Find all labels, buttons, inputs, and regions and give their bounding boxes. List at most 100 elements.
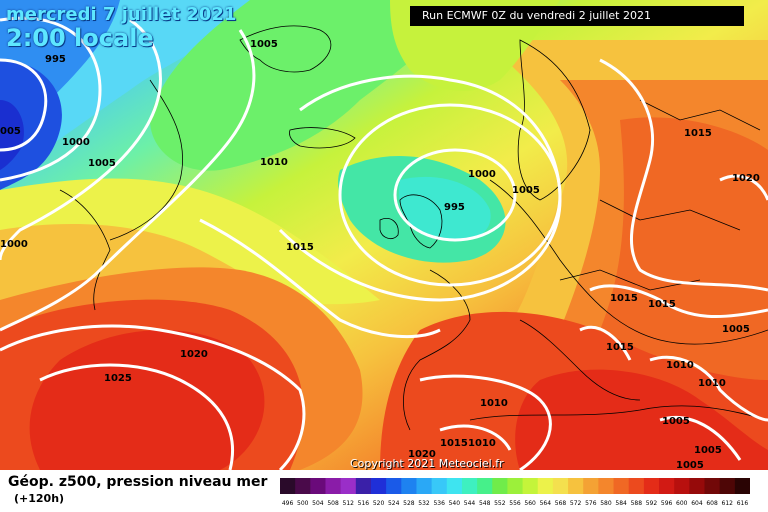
- isobar-label: 1005: [88, 158, 116, 169]
- run-info-banner: Run ECMWF 0Z du vendredi 2 juillet 2021: [410, 6, 744, 26]
- legend-tick-label: 568: [555, 500, 567, 507]
- legend-tick-label: 556: [509, 500, 521, 507]
- legend-tick-label: 572: [570, 500, 582, 507]
- isobar-label: 1015: [286, 242, 314, 253]
- legend-tick-label: 504: [312, 500, 324, 507]
- legend-tick-label: 516: [358, 500, 370, 507]
- legend-swatch: [295, 478, 311, 494]
- isobar-label: 1020: [732, 173, 760, 184]
- legend-swatch: [431, 478, 448, 494]
- isobar-label: 1005: [512, 185, 540, 196]
- isobar-label: 1005: [676, 460, 704, 470]
- isobar-label: 1000: [0, 239, 28, 250]
- legend-tick-label: 596: [661, 500, 673, 507]
- legend-tick-label: 512: [343, 500, 355, 507]
- legend-swatch: [446, 478, 463, 494]
- isobar-label: 1025: [104, 373, 132, 384]
- legend-swatch: [613, 478, 630, 494]
- isobar-label: 995: [45, 54, 66, 65]
- legend-tick-label: 616: [737, 500, 749, 507]
- legend-swatch: [370, 478, 387, 494]
- isobar-label: 1015: [606, 342, 634, 353]
- legend-swatch: [340, 478, 357, 494]
- isobar-label: 1000: [62, 137, 90, 148]
- legend-swatch: [659, 478, 675, 494]
- legend-tick-label: 560: [524, 500, 536, 507]
- legend-swatch: [461, 478, 478, 494]
- legend-swatch: [719, 478, 736, 494]
- forecast-local-time: 2:00 locale: [6, 24, 154, 52]
- legend-swatch: [507, 478, 524, 494]
- legend-swatch: [492, 478, 508, 494]
- legend-tick-label: 536: [433, 500, 445, 507]
- isobar-label: 995: [444, 202, 465, 213]
- isobar-label: 1010: [698, 378, 726, 389]
- legend-swatch: [598, 478, 615, 494]
- isobar-label: 1005: [662, 416, 690, 427]
- coastlines: [59, 25, 768, 431]
- legend-swatch: [280, 478, 296, 494]
- legend-tick-label: 528: [403, 500, 415, 507]
- isobar-label: 005: [0, 126, 21, 137]
- legend-tick-label: 524: [388, 500, 400, 507]
- legend-tick-label: 544: [464, 500, 476, 507]
- legend-swatch: [477, 478, 493, 494]
- legend-tick-label: 532: [418, 500, 430, 507]
- isobar-label: 1010: [260, 157, 288, 168]
- isobar-label: 1015: [684, 128, 712, 139]
- legend-swatch: [734, 478, 750, 494]
- legend-tick-label: 540: [449, 500, 461, 507]
- legend-tick-label: 600: [676, 500, 688, 507]
- isobars: [0, 16, 768, 470]
- legend-swatch: [643, 478, 660, 494]
- legend-swatch: [704, 478, 721, 494]
- geopotential-bands: [0, 0, 768, 470]
- legend-tick-label: 496: [282, 500, 294, 507]
- legend-swatch: [310, 478, 326, 494]
- isobar-label: 1020: [180, 349, 208, 360]
- legend-swatch: [416, 478, 433, 494]
- legend-tick-label: 520: [373, 500, 385, 507]
- legend-tick-label: 584: [615, 500, 627, 507]
- legend-tick-label: 592: [646, 500, 658, 507]
- legend-tick-label: 500: [297, 500, 309, 507]
- legend-swatch: [568, 478, 584, 494]
- weather-map: 995 1005 005 1000 1005 1010 1000 1015 10…: [0, 0, 768, 470]
- legend-tick-label: 552: [494, 500, 506, 507]
- legend-tick-label: 604: [691, 500, 703, 507]
- map-caption: Géop. z500, pression niveau mer: [8, 474, 268, 490]
- legend-tick-label: 548: [479, 500, 491, 507]
- legend-swatch: [628, 478, 645, 494]
- legend-swatch: [355, 478, 372, 494]
- legend-swatch: [674, 478, 690, 494]
- legend-tick-label: 508: [327, 500, 339, 507]
- legend-tick-label: 580: [600, 500, 612, 507]
- isobar-label: 1020: [408, 449, 436, 460]
- isobar-label-group: 995 1005 005 1000 1005 1010 1000 1015 10…: [0, 39, 760, 470]
- legend-swatch: [689, 478, 706, 494]
- legend-tick-label: 576: [585, 500, 597, 507]
- legend-tick-label: 564: [540, 500, 552, 507]
- copyright-text: Copyright 2021 Meteociel.fr: [350, 457, 504, 470]
- forecast-date: mercredi 7 juillet 2021: [6, 4, 237, 25]
- legend-tick-label: 608: [706, 500, 718, 507]
- isobar-label: 1015: [610, 293, 638, 304]
- geopotential-legend: 496 500 504 508 512 516 520 524 528 532 536 540 544 5…: [280, 478, 750, 507]
- legend-swatch: [401, 478, 417, 494]
- legend-swatch: [552, 478, 569, 494]
- isobar-label: 1010: [468, 438, 496, 449]
- isobar-label: 1015: [648, 299, 676, 310]
- isobar-label: 1010: [480, 398, 508, 409]
- legend-swatch: [537, 478, 554, 494]
- legend-swatch: [386, 478, 402, 494]
- legend-swatch: [325, 478, 342, 494]
- isobar-label: 1010: [666, 360, 694, 371]
- isobar-label: 1005: [250, 39, 278, 50]
- legend-swatch: [522, 478, 539, 494]
- forecast-lead-time: (+120h): [14, 492, 65, 505]
- isobar-label: 1005: [694, 445, 722, 456]
- legend-tick-label: 588: [631, 500, 643, 507]
- legend-swatch: [583, 478, 599, 494]
- isobar-label: 1000: [468, 169, 496, 180]
- legend-tick-label: 612: [722, 500, 734, 507]
